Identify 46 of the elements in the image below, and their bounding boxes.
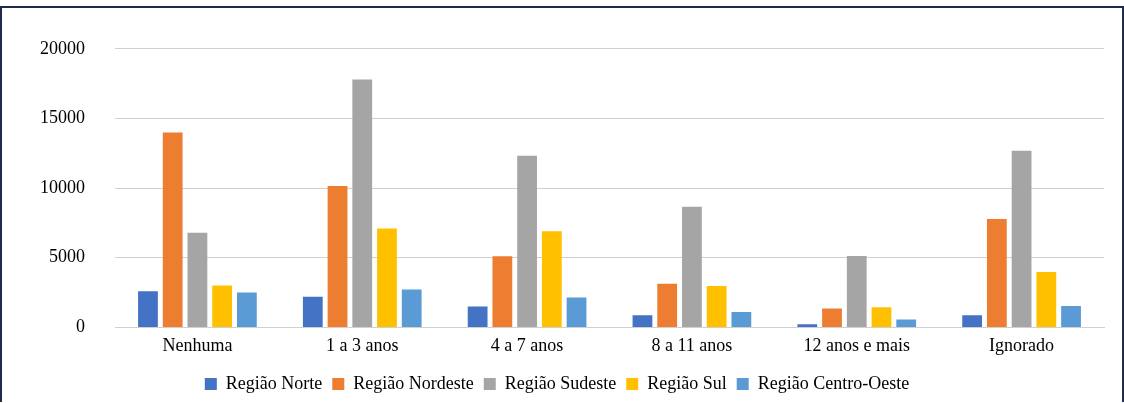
bar [682, 206, 702, 327]
bar [822, 308, 842, 327]
y-tick-label: 5000 [49, 246, 85, 267]
x-tick-label: 8 a 11 anos [651, 334, 733, 355]
bar [212, 285, 233, 327]
legend-label: Região Sul [647, 372, 727, 393]
bar [517, 155, 537, 327]
x-tick-label: 12 anos e mais [803, 334, 910, 355]
bar [706, 285, 727, 327]
bar [138, 291, 158, 327]
bar [566, 297, 587, 327]
bar [492, 256, 513, 327]
bar [467, 306, 488, 327]
bar [731, 311, 752, 327]
bar [187, 232, 208, 327]
x-tick-label: 1 a 3 anos [326, 334, 399, 355]
legend-label: Região Centro-Oeste [757, 372, 910, 393]
legend-label: Região Sudeste [504, 372, 617, 393]
bar [541, 231, 562, 327]
bar [377, 228, 397, 327]
bar [352, 79, 373, 327]
bar [871, 307, 892, 327]
x-tick-label: Ignorado [989, 334, 1055, 355]
bar [846, 256, 867, 327]
y-tick-label: 15000 [40, 107, 85, 128]
bar [962, 315, 983, 327]
bar [1011, 150, 1032, 327]
legend-label: Região Nordeste [353, 372, 474, 393]
y-tick-label: 0 [76, 316, 85, 337]
y-tick-label: 10000 [40, 176, 85, 197]
bar [797, 324, 818, 327]
bar [236, 292, 257, 327]
legend-label: Região Norte [225, 372, 323, 393]
bar [986, 219, 1007, 327]
bar [162, 132, 183, 327]
bar [401, 289, 422, 327]
y-tick-label: 20000 [40, 37, 85, 58]
bar [1061, 305, 1081, 327]
bar [657, 283, 678, 327]
bar [1036, 271, 1057, 327]
bar [327, 186, 348, 327]
bar [632, 315, 653, 327]
x-tick-label: 4 a 7 anos [490, 334, 564, 355]
x-tick-label: Nenhuma [162, 334, 233, 355]
bar [896, 319, 917, 327]
bar [302, 296, 323, 327]
